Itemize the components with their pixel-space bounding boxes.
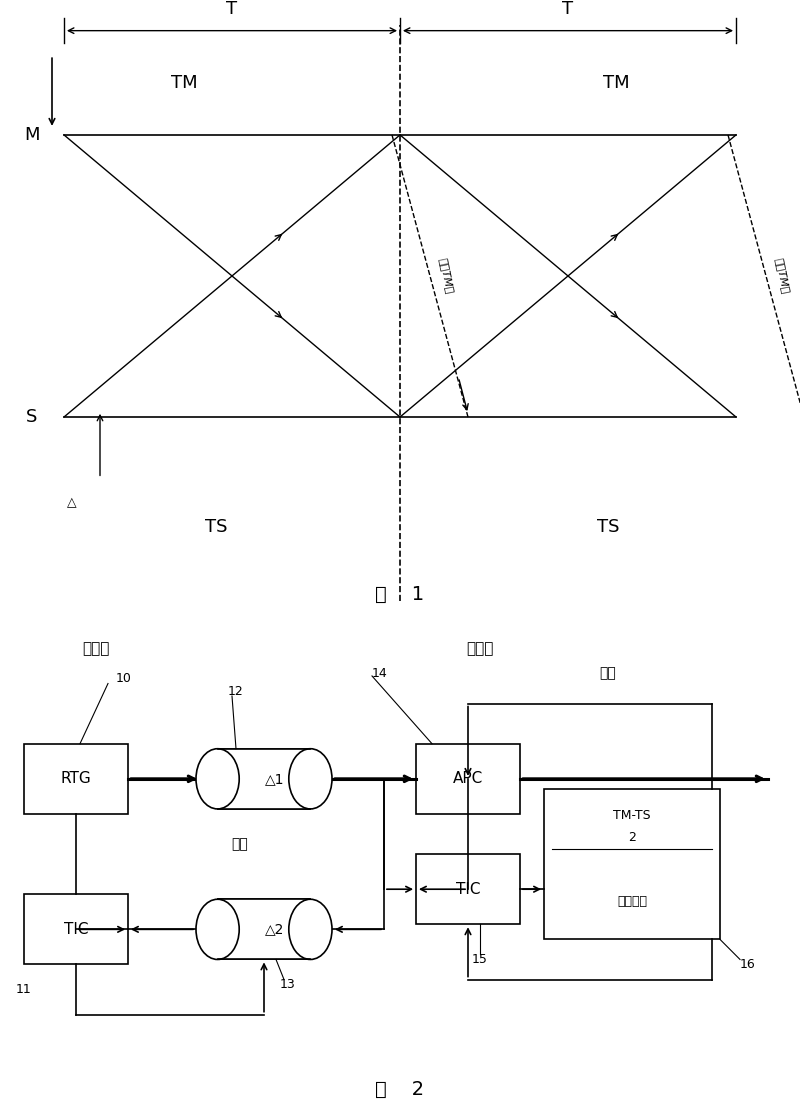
Bar [24,744,128,814]
Text: 14: 14 [372,667,388,680]
Text: 主节点: 主节点 [82,641,110,656]
Ellipse shape [289,899,332,959]
Text: 延缓TM秒: 延缓TM秒 [774,258,790,294]
Text: S: S [26,408,38,426]
Text: TIC: TIC [64,922,88,937]
Bar [218,899,310,959]
Text: M: M [24,126,40,144]
Text: 12: 12 [228,685,244,698]
Text: T: T [226,0,238,19]
Text: TS: TS [205,518,227,536]
Text: 图    2: 图 2 [375,1080,425,1099]
Ellipse shape [196,749,239,809]
Bar [416,744,520,814]
Ellipse shape [196,899,239,959]
Text: 调整: 调整 [600,667,616,680]
Text: RTG: RTG [61,772,91,786]
Bar [24,894,128,964]
Text: APC: APC [453,772,483,786]
Bar [218,749,310,809]
Text: 计算单元: 计算单元 [617,895,647,909]
Text: △2: △2 [265,922,285,937]
Text: TM: TM [170,74,198,91]
Bar [544,789,720,939]
Text: 延缓TM秒: 延缓TM秒 [438,258,454,294]
Bar [218,899,310,959]
Text: 10: 10 [116,672,132,685]
Text: T: T [562,0,574,19]
Text: 15: 15 [472,953,488,966]
Text: TS: TS [597,518,619,536]
Text: 13: 13 [280,978,296,991]
Text: TM: TM [602,74,630,91]
Bar [416,854,520,924]
Text: △: △ [67,496,77,510]
Ellipse shape [289,749,332,809]
Text: 11: 11 [16,983,32,996]
Text: TM-TS: TM-TS [613,809,651,823]
Bar [218,749,310,809]
Text: 图    1: 图 1 [375,585,425,604]
Text: 16: 16 [740,958,756,971]
Text: TIC: TIC [456,882,480,896]
Text: 从节点: 从节点 [466,641,494,656]
Text: 2: 2 [628,831,636,844]
Text: 传输: 传输 [232,837,248,851]
Text: △1: △1 [265,772,285,786]
